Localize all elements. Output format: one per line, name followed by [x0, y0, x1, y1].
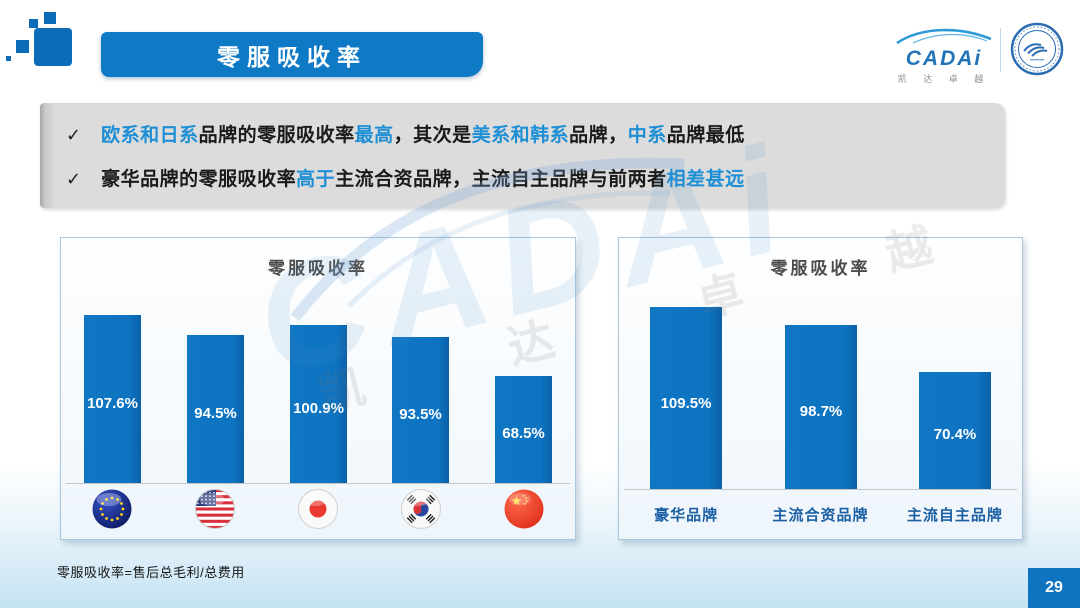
japan-flag-icon [297, 488, 338, 534]
check-icon: ✓ [66, 169, 82, 189]
bar-韩系: 93.5% [392, 337, 449, 483]
category-label: 主流自主品牌 [906, 506, 1003, 524]
bullet-text: 豪华品牌的零服吸收率高于主流合资品牌，主流自主品牌与前两者相差甚远 [101, 169, 745, 190]
category-cell [267, 483, 370, 539]
chart-title: 零服吸收率 [770, 259, 871, 278]
bar-value-label: 94.5% [194, 405, 237, 422]
category-axis-row [61, 483, 575, 539]
category-cell [369, 483, 472, 539]
category-cell: 主流自主品牌 [888, 489, 1022, 539]
axis-baseline [66, 483, 570, 484]
brand-subtitle: 凯 达 卓 越 [897, 74, 991, 84]
bar-value-label: 93.5% [399, 406, 442, 423]
deco-square [29, 19, 38, 28]
axis-baseline [624, 489, 1017, 490]
bar-美系: 94.5% [187, 335, 244, 483]
deco-square [16, 40, 29, 53]
brand-name: CADAi [905, 47, 983, 70]
bullet-text: 欧系和日系品牌的零服吸收率最高，其次是美系和韩系品牌，中系品牌最低 [101, 125, 745, 146]
china-flag-icon [504, 489, 544, 534]
slide-title-bar: 零服吸收率 [101, 32, 483, 77]
chart-panel-by-brand-tier: 零服吸收率 109.5% 98.7% 70.4% 豪华品牌 主流合资品牌 主流自主品牌 [618, 237, 1023, 540]
bar-value-label: 98.7% [799, 403, 843, 420]
chart-title: 零服吸收率 [268, 259, 368, 278]
bullet-item: ✓ 豪华品牌的零服吸收率高于主流合资品牌，主流自主品牌与前两者相差甚远 [40, 164, 1005, 191]
deco-square [44, 12, 56, 24]
eu-flag-icon [92, 489, 132, 534]
car-silhouette-icon [896, 28, 992, 45]
category-cell [61, 483, 164, 539]
bar-豪华品牌: 109.5% [650, 307, 722, 489]
bullet-item: ✓ 欧系和日系品牌的零服吸收率最高，其次是美系和韩系品牌，中系品牌最低 [40, 120, 1005, 147]
bar-plot-area: 107.6% 94.5% 100.9% 93.5% 68.5% [61, 238, 575, 483]
category-cell [164, 483, 267, 539]
bar-value-label: 100.9% [293, 400, 344, 417]
bar-value-label: 109.5% [660, 395, 712, 412]
category-axis-row: 豪华品牌 主流合资品牌 主流自主品牌 [619, 489, 1022, 539]
page-title: 零服吸收率 [217, 43, 367, 70]
brand-logo: CADAi 凯 达 卓 越 [893, 24, 995, 85]
bar-日系: 100.9% [290, 325, 347, 483]
deco-square [6, 56, 11, 61]
key-findings-box: ✓ 欧系和日系品牌的零服吸收率最高，其次是美系和韩系品牌，中系品牌最低 ✓ 豪华品牌的… [40, 103, 1005, 208]
category-label: 豪华品牌 [654, 506, 719, 524]
footer-formula-note: 零服吸收率=售后总毛利/总费用 [57, 565, 245, 580]
page-number-badge: 29 [1028, 568, 1080, 608]
bar-主流合资品牌: 98.7% [785, 325, 857, 489]
association-badge-icon [1010, 22, 1064, 81]
bar-主流自主品牌: 70.4% [919, 372, 991, 489]
category-cell: 主流合资品牌 [753, 489, 887, 539]
bar-中系: 68.5% [495, 376, 552, 483]
check-icon: ✓ [66, 125, 82, 145]
bar-欧系: 107.6% [84, 315, 141, 483]
bar-value-label: 70.4% [933, 426, 977, 443]
bar-value-label: 68.5% [502, 425, 545, 442]
page-number: 29 [1045, 579, 1063, 596]
divider [1000, 28, 1001, 72]
us-flag-icon [195, 488, 236, 534]
category-cell: 豪华品牌 [619, 489, 753, 539]
bar-value-label: 107.6% [87, 395, 138, 412]
deco-square-large [34, 28, 72, 66]
category-cell [472, 483, 575, 539]
bar-plot-area: 109.5% 98.7% 70.4% [619, 238, 1022, 489]
korea-flag-icon [400, 488, 441, 534]
chart-panel-by-brand-origin: 零服吸收率 107.6% 94.5% 100.9% 93.5% 68.5% [60, 237, 576, 540]
category-label: 主流合资品牌 [772, 506, 869, 524]
